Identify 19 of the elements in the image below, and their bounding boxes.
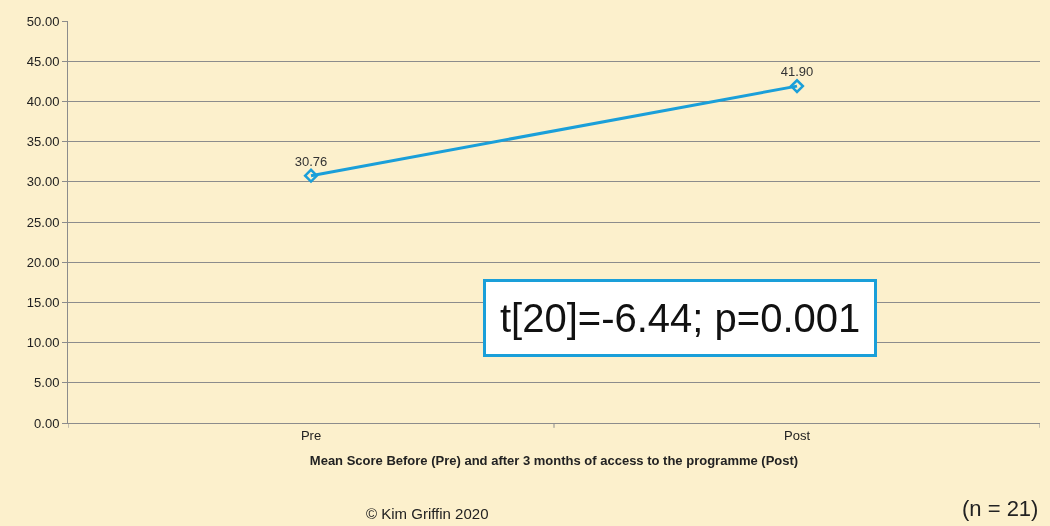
y-tick-label: 45.00 xyxy=(26,53,60,69)
y-tick-label: 20.00 xyxy=(26,254,60,270)
text: (n = 21) xyxy=(962,496,1039,521)
y-tick-label: 50.00 xyxy=(26,13,60,29)
y-tick-label: 15.00 xyxy=(26,294,60,310)
y-tick-label: 5.00 xyxy=(34,375,60,391)
x-tick-label: Pre xyxy=(300,427,322,443)
y-tick-label: 0.00 xyxy=(34,415,60,431)
y-tick-label: 10.00 xyxy=(26,335,60,351)
x-axis-title: Mean Score Before (Pre) and after 3 months of access to the programme (Post) xyxy=(309,453,799,469)
data-label: 41.90 xyxy=(780,64,814,80)
y-tick-label: 30.00 xyxy=(26,174,60,190)
y-tick-label: 40.00 xyxy=(26,93,60,109)
x-tick-label: Post xyxy=(783,427,811,443)
text: © Kim Griffin 2020 xyxy=(366,505,489,522)
y-tick-label: 35.00 xyxy=(26,134,60,150)
y-tick-label: 25.00 xyxy=(26,214,60,230)
data-label: 30.76 xyxy=(294,153,328,169)
annotation: t[20]=-6.44; p=0.001 xyxy=(500,296,861,340)
